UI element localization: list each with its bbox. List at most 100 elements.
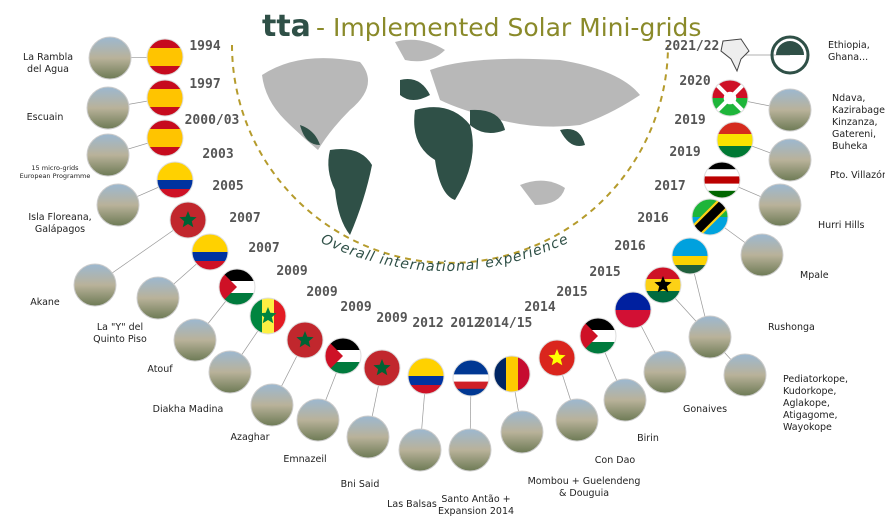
- site-photo: [556, 399, 598, 441]
- site-label: Akane: [30, 297, 60, 308]
- flag-stripe: [704, 162, 740, 170]
- logo: tta: [262, 9, 311, 44]
- site-label: Kazirabageni,: [832, 105, 885, 116]
- year: 2015: [589, 265, 620, 280]
- site-photo: [137, 277, 179, 319]
- flag-stripe: [615, 310, 651, 329]
- flag-stripe: [147, 129, 183, 139]
- flag-disc: [724, 92, 737, 105]
- site-photo: [689, 316, 731, 358]
- flag-stripe: [408, 385, 444, 395]
- site-label: Kudorkope,: [783, 386, 836, 397]
- flag-stripe: [408, 376, 444, 386]
- flag-stripe: [704, 169, 740, 177]
- site-photo: [297, 399, 339, 441]
- flag-stripe: [192, 243, 228, 253]
- year: 2016: [637, 211, 668, 226]
- site-label: Wayokope: [783, 422, 832, 433]
- site-photo: [74, 264, 116, 306]
- site-label: Expansion 2014: [438, 506, 514, 517]
- world-map: [262, 40, 640, 235]
- flag-stripe: [157, 171, 193, 181]
- site-label: Diakha Madina: [153, 404, 224, 415]
- year: 2007: [248, 241, 279, 256]
- site-label: Buheka: [832, 141, 868, 152]
- flag-stripe: [672, 265, 708, 275]
- site-photo: [741, 234, 783, 276]
- site-label: & Douguia: [559, 488, 609, 499]
- site-label: Galápagos: [35, 224, 85, 235]
- site-label: Las Balsas: [387, 499, 437, 510]
- year: 2009: [276, 264, 307, 279]
- flag-stripe: [615, 292, 651, 311]
- site-photo: [209, 351, 251, 393]
- helmet-top: [776, 41, 804, 55]
- site-photo: [87, 134, 129, 176]
- site-label: Pto. Villazón: [830, 170, 885, 181]
- year: 2014/15: [478, 316, 533, 331]
- site-label: Atigagome,: [783, 410, 838, 421]
- site-label: Kinzanza,: [832, 117, 878, 128]
- site-label: Mombou + Guelendeng: [528, 476, 641, 487]
- site-label: Santo Antão +: [441, 494, 510, 505]
- site-label: Mpale: [800, 270, 829, 281]
- flag-stripe: [408, 367, 444, 377]
- flag-stripe: [147, 98, 183, 108]
- title: - Implemented Solar Mini-grids: [316, 13, 701, 42]
- africa-icon: [721, 39, 749, 71]
- flag-stripe: [453, 367, 489, 375]
- site-photo: [251, 384, 293, 426]
- flag-stripe: [453, 389, 489, 397]
- site-photo: [644, 351, 686, 393]
- year: 2000/03: [185, 113, 240, 128]
- year: 2017: [654, 179, 685, 194]
- site-label: Bni Said: [341, 479, 380, 490]
- site-photo: [87, 87, 129, 129]
- site-label: Atouf: [147, 364, 173, 375]
- site-label: del Agua: [27, 64, 69, 75]
- flag-stripe: [147, 107, 183, 117]
- year: 2020: [679, 74, 710, 89]
- year: 2003: [202, 147, 233, 162]
- flag-stripe: [506, 356, 519, 392]
- site-photo: [399, 429, 441, 471]
- site-label: Ethiopia,: [828, 40, 870, 51]
- flag-stripe: [147, 147, 183, 157]
- flag-stripe: [453, 382, 489, 390]
- flag-stripe: [192, 252, 228, 262]
- year: 2014: [524, 300, 555, 315]
- year: 1994: [189, 39, 220, 54]
- year: 2016: [614, 239, 645, 254]
- site-label: Ndava,: [832, 93, 865, 104]
- flag-stripe: [717, 134, 753, 147]
- site-photo: [97, 184, 139, 226]
- flag-stripe: [147, 57, 183, 67]
- flag-stripe: [147, 138, 183, 148]
- flag-stripe: [672, 247, 708, 257]
- site-photo: [501, 411, 543, 453]
- site-photo: [174, 319, 216, 361]
- site-label: Isla Floreana,: [28, 212, 91, 223]
- site-photo: [769, 139, 811, 181]
- infographic: tta - Implemented Solar Mini-grids Overa…: [0, 0, 885, 517]
- site-label: Ghana...: [828, 52, 868, 63]
- site-photo: [724, 354, 766, 396]
- site-label: European Programme: [20, 172, 91, 180]
- site-label: Rushonga: [768, 322, 815, 333]
- site-label: Aglakope,: [783, 398, 830, 409]
- site-photo: [769, 89, 811, 131]
- site-photo: [89, 37, 131, 79]
- flag-stripe: [192, 261, 228, 271]
- flag-stripe: [453, 360, 489, 368]
- site-photo: [604, 379, 646, 421]
- site-label: Escuain: [27, 112, 64, 123]
- site-label: Birin: [637, 433, 659, 444]
- year: 2021/22: [665, 39, 720, 54]
- site-label: 15 micro-grids: [31, 164, 79, 172]
- flag-stripe: [704, 184, 740, 192]
- flag-stripe: [453, 374, 489, 382]
- year: 2005: [212, 179, 243, 194]
- year: 2009: [376, 311, 407, 326]
- site-label: La Rambla: [23, 52, 73, 63]
- year: 2012: [412, 316, 443, 331]
